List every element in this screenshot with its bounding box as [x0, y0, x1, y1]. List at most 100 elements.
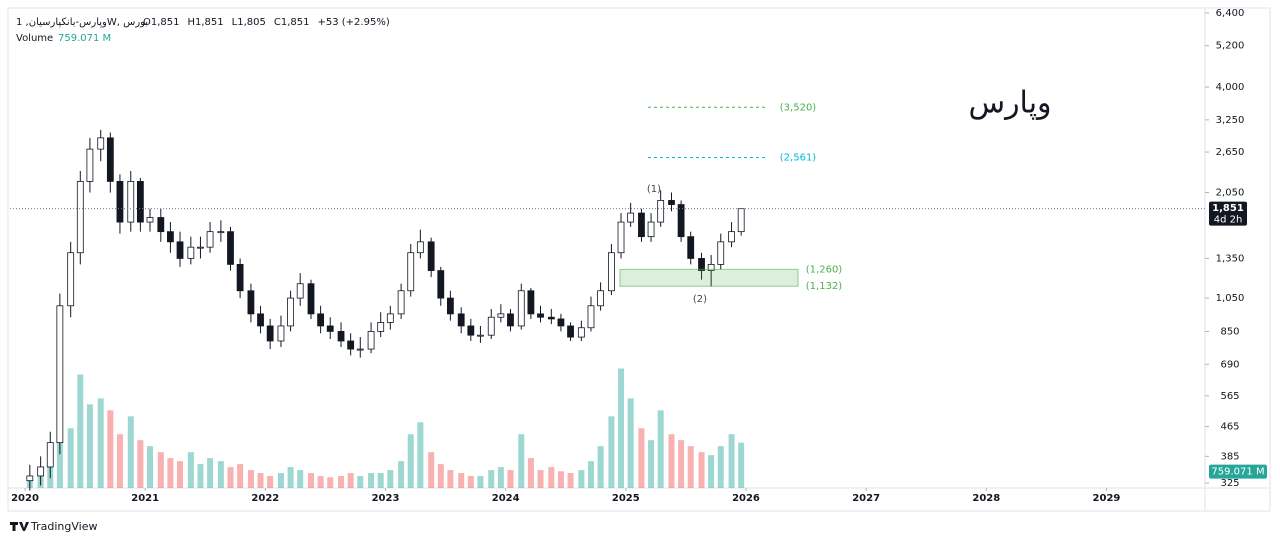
candle-body: [247, 290, 255, 315]
x-tick-label: 2028: [972, 493, 1000, 504]
candle-body: [67, 252, 75, 307]
volume-bar: [548, 467, 555, 488]
candle-body: [307, 283, 315, 315]
volume-bar: [447, 470, 454, 488]
x-tick-label: 2021: [131, 493, 159, 504]
x-tick-label: 2026: [732, 493, 760, 504]
zone-label: (1,260): [806, 264, 843, 275]
volume-bar: [527, 458, 534, 488]
volume-bar: [717, 446, 724, 488]
volume-bar: [187, 452, 194, 488]
last-price-tag: [1209, 201, 1247, 226]
ohlc-value: O1,851: [143, 17, 180, 28]
volume-bar: [257, 473, 264, 488]
y-tick-label: 6,400: [1216, 8, 1245, 19]
candle-body: [507, 313, 514, 327]
volume-bar: [567, 473, 574, 488]
y-tick-label: 325: [1220, 478, 1239, 489]
countdown-label: 4d 2h: [1214, 215, 1243, 226]
x-tick-label: 2023: [372, 493, 400, 504]
volume-bar: [227, 467, 234, 488]
candle-body: [627, 212, 635, 223]
candle-body: [287, 297, 294, 327]
zone-label: (1,132): [806, 281, 843, 292]
candle-body: [437, 270, 445, 299]
candle-body: [97, 137, 105, 150]
candle-body: [76, 181, 84, 254]
volume-bar: [597, 446, 604, 488]
candle-body: [717, 241, 725, 265]
volume-tag: [1209, 464, 1267, 479]
x-tick-label: 2020: [11, 493, 39, 504]
volume-bar: [116, 434, 123, 488]
volume-bar: [297, 470, 304, 488]
candle-body: [277, 325, 285, 342]
candle-body: [457, 313, 465, 327]
candle-body: [227, 231, 234, 265]
x-tick-label: 2024: [492, 493, 520, 504]
candle-body: [567, 325, 574, 338]
candle-body: [317, 313, 325, 327]
volume-bar: [157, 452, 164, 488]
volume-bar: [317, 476, 324, 488]
frame: [7, 7, 1271, 512]
volume-bar: [428, 452, 435, 488]
volume-bar: [86, 404, 93, 488]
volume-bar: [247, 470, 254, 488]
volume-bar: [67, 428, 74, 488]
ohlc-value: C1,851: [274, 17, 310, 28]
brand: TradingView: [10, 520, 97, 533]
candle-body: [136, 181, 144, 223]
volume-title: Volume: [16, 33, 53, 44]
candle-body: [638, 212, 645, 238]
candle-body: [577, 327, 585, 338]
candle-body: [608, 252, 615, 292]
volume-bar: [657, 410, 664, 488]
candle-body: [698, 258, 705, 271]
volume-bar: [618, 368, 625, 488]
volume-bar: [578, 470, 585, 488]
candle-body: [557, 318, 565, 327]
volume-bar: [698, 452, 705, 488]
candle-body: [668, 200, 675, 205]
volume-bar: [587, 461, 594, 488]
volume-bar: [267, 476, 274, 488]
volume-bars: [26, 368, 745, 488]
candle-body: [657, 200, 665, 223]
ohlc-value: +53 (+2.95%): [317, 17, 389, 28]
target-label: (2,561): [780, 152, 817, 163]
candle-body: [367, 331, 375, 350]
volume-bar: [97, 398, 104, 488]
volume-bar: [458, 473, 465, 488]
y-tick-label: 5,200: [1216, 41, 1245, 52]
candle-body: [487, 316, 495, 336]
candle-body: [386, 313, 394, 323]
volume-bar: [557, 471, 564, 488]
candle-body: [176, 241, 184, 259]
volume-value: 759.071 M: [58, 33, 111, 44]
volume-bar: [137, 440, 144, 488]
candle-body: [597, 290, 604, 307]
support-zone: [619, 268, 799, 287]
candle-body: [397, 290, 405, 315]
candle-body: [296, 283, 304, 299]
candle-body: [427, 241, 435, 271]
candle-body: [236, 264, 244, 292]
y-tick-label: 1,350: [1216, 253, 1245, 264]
y-tick-label: 850: [1220, 326, 1239, 337]
y-tick-label: 3,250: [1216, 115, 1245, 126]
candle-body: [257, 313, 264, 327]
candle-body: [56, 305, 64, 444]
volume-bar: [107, 410, 114, 488]
candles: [26, 129, 745, 491]
candle-body: [167, 231, 174, 243]
volume-bar: [387, 470, 394, 488]
volume-bar: [368, 473, 375, 488]
volume-bar: [308, 473, 315, 488]
volume-bar: [127, 416, 134, 488]
symbol-header: وپارس-بانکپارسیان, 1W, بورس: [16, 17, 148, 28]
candle-body: [446, 297, 454, 315]
candle-body: [326, 325, 334, 332]
volume-tag-label: 759.071 M: [1211, 467, 1264, 478]
